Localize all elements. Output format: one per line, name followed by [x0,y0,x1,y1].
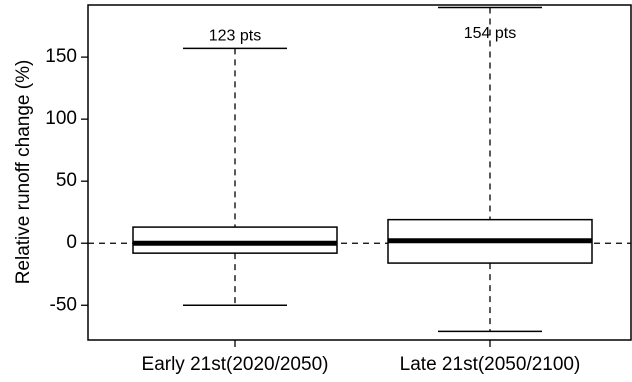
y-axis-label: Relative runoff change (%) [13,60,34,285]
y-axis: -50 0 50 100 150 [45,46,88,315]
x-axis-labels: Early 21st(2020/2050) Late 21st(2050/2100… [142,340,581,375]
y-tick-label: 150 [45,46,77,67]
point-count-annotation: 154 pts [464,25,516,42]
y-tick-label: -50 [50,294,77,315]
box-series: 123 pts 154 pts [132,6,593,333]
x-tick-label: Early 21st(2020/2050) [142,354,329,375]
x-tick-label: Late 21st(2050/2100) [400,354,581,375]
box-iqr [132,226,338,254]
y-tick-label: 50 [56,170,77,191]
y-tick-label: 100 [45,108,77,129]
box-1: 123 pts [132,27,338,307]
y-tick-label: 0 [66,232,77,253]
plot-frame [87,4,632,341]
point-count-annotation: 123 pts [209,27,261,44]
box-2: 154 pts [387,6,593,333]
